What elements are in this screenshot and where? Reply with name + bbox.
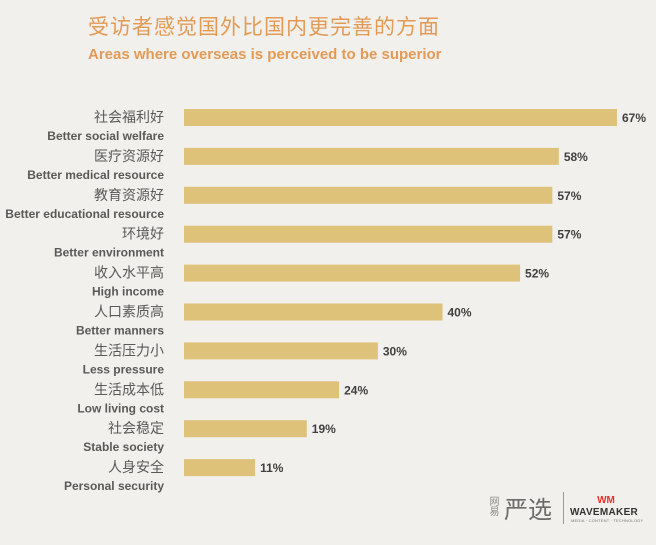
bar bbox=[184, 459, 256, 477]
category-label-en: Less pressure bbox=[83, 362, 165, 376]
bar bbox=[184, 342, 378, 360]
category-label-cn: 医疗资源好 bbox=[94, 149, 164, 165]
category-label-cn: 人身安全 bbox=[108, 459, 164, 476]
category-label-cn: 生活成本低 bbox=[94, 382, 164, 398]
data-label: 30% bbox=[383, 344, 407, 358]
category-label-en: Personal security bbox=[64, 479, 164, 493]
category-label-en: Better environment bbox=[54, 246, 164, 260]
data-label: 40% bbox=[448, 306, 472, 320]
bar bbox=[184, 264, 521, 282]
bar bbox=[184, 225, 553, 243]
category-label-cn: 收入水平高 bbox=[94, 265, 164, 282]
data-label: 11% bbox=[260, 461, 284, 475]
bar bbox=[184, 147, 559, 165]
category-label-cn: 环境好 bbox=[122, 227, 164, 243]
data-label: 52% bbox=[525, 267, 549, 281]
category-label-en: Low living cost bbox=[77, 401, 164, 415]
logo-divider bbox=[563, 492, 564, 524]
data-label: 57% bbox=[557, 228, 581, 242]
bar bbox=[184, 381, 340, 399]
category-label-en: Better manners bbox=[76, 324, 164, 338]
svg-text:WM: WM bbox=[597, 495, 615, 504]
bar bbox=[184, 303, 443, 321]
category-label-cn: 教育资源好 bbox=[94, 188, 164, 204]
data-label: 19% bbox=[312, 422, 336, 436]
data-label: 57% bbox=[557, 189, 581, 203]
category-label-en: Better educational resource bbox=[5, 207, 164, 221]
category-label-cn: 社会福利好 bbox=[94, 110, 164, 126]
bar bbox=[184, 109, 617, 126]
category-label-cn: 社会稳定 bbox=[108, 421, 164, 437]
category-label-en: Better social welfare bbox=[47, 129, 164, 143]
category-label-en: Stable society bbox=[83, 440, 164, 454]
bar bbox=[184, 420, 307, 438]
bar bbox=[184, 186, 553, 204]
chart-title: 受访者感觉国外比国内更完善的方面 bbox=[88, 15, 440, 39]
chart-subtitle: Areas where overseas is perceived to be … bbox=[88, 46, 442, 63]
wavemaker-mark-icon: WM bbox=[597, 495, 615, 504]
wavemaker-tagline: MEDIA · CONTENT · TECHNOLOGY bbox=[571, 518, 644, 523]
category-label-en: Better medical resource bbox=[27, 168, 164, 182]
yanxuan-logo: 严选 bbox=[504, 496, 552, 524]
data-label: 58% bbox=[564, 150, 588, 164]
category-label-cn: 生活压力小 bbox=[94, 343, 164, 359]
data-label: 67% bbox=[622, 111, 646, 125]
wavemaker-logo: WAVEMAKER bbox=[570, 507, 639, 518]
netease-logo-text: 网易 bbox=[487, 496, 498, 516]
category-label-cn: 人口素质高 bbox=[94, 304, 164, 321]
data-label: 24% bbox=[344, 383, 368, 397]
category-label-en: High income bbox=[92, 285, 164, 299]
